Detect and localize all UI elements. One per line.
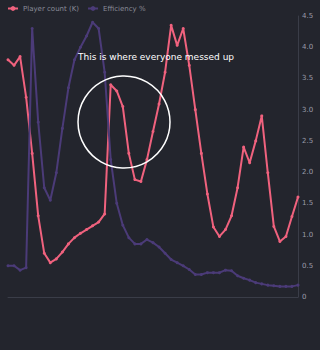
svg-text:1.5: 1.5 [302,199,313,207]
svg-text:2.0: 2.0 [302,168,313,176]
svg-text:1.0: 1.0 [302,231,313,239]
svg-text:2.5: 2.5 [302,137,313,145]
svg-text:3.0: 3.0 [302,106,313,114]
svg-text:4.0: 4.0 [302,43,313,51]
svg-text:0.5: 0.5 [302,262,313,270]
svg-text:0: 0 [302,293,306,301]
svg-text:Player count (K): Player count (K) [23,5,79,13]
svg-text:4.5: 4.5 [302,12,313,20]
svg-text:Efficiency %: Efficiency % [103,5,146,13]
svg-text:This is where everyone messed: This is where everyone messed up [77,52,234,62]
svg-text:3.5: 3.5 [302,74,313,82]
